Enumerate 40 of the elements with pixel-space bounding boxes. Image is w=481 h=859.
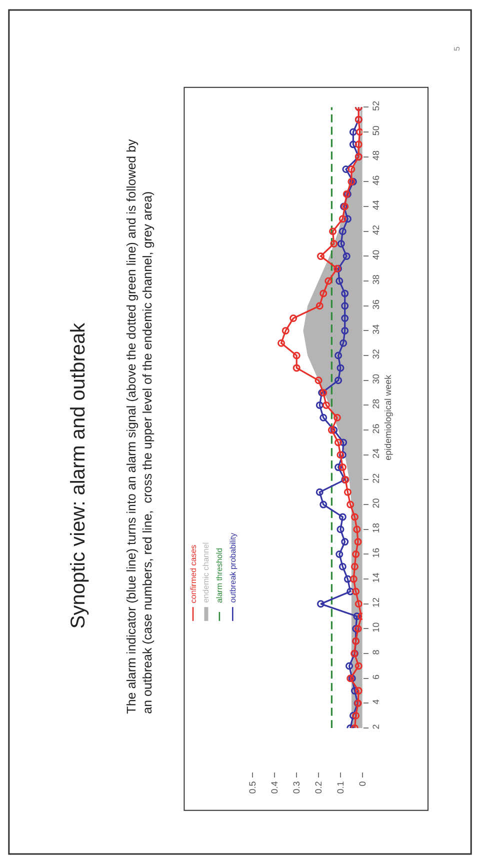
y-tick-label: 42	[371, 224, 382, 236]
y-tick-label: 52	[371, 100, 382, 111]
y-tick-label: 24	[371, 448, 382, 459]
y-tick-label: 38	[371, 274, 382, 285]
y-tick-label: 18	[371, 523, 382, 534]
y-tick-label: 40	[371, 250, 382, 260]
y-tick-label: 30	[371, 374, 382, 384]
y-tick-label: 2	[371, 724, 382, 730]
x-tick-label: 0	[357, 781, 368, 786]
x-tick-label: 0.5	[248, 781, 258, 794]
y-tick-label: 14	[371, 572, 382, 583]
y-tick-label: 10	[371, 622, 382, 632]
x-tick-label: 0.3	[292, 781, 302, 794]
text: 5	[452, 46, 462, 51]
y-tick-label: 50	[371, 126, 382, 136]
text: endemic channel	[202, 542, 211, 603]
y-tick-label: 4	[371, 699, 382, 704]
y-tick-label: 46	[371, 175, 382, 186]
y-tick-label: 12	[371, 598, 382, 608]
y-tick-label: 28	[371, 398, 382, 409]
y-tick-label: 36	[371, 300, 382, 310]
y-tick-label: 32	[371, 349, 382, 360]
text: Synoptic view: alarm and outbreak	[67, 322, 90, 629]
text: The alarm indicator (blue line) turns into an alarm signal (above the dotted green line) and is followed by an outbreak (case numbers, red line, cross the upper level of the endemic channel, grey area)	[124, 138, 155, 714]
text: outbreak probability	[228, 532, 238, 603]
x-tick-label: 0.2	[313, 781, 324, 794]
x-tick-label: 0.4	[270, 781, 280, 794]
y-tick-label: 8	[371, 650, 382, 655]
text: alarm threshold	[214, 548, 224, 604]
text: confirmed cases	[188, 544, 198, 604]
y-tick-label: 48	[371, 150, 382, 160]
x-tick-label: 0.1	[335, 781, 346, 794]
y-axis-title: epidemiological week	[383, 374, 394, 460]
y-tick-label: 22	[371, 473, 382, 484]
y-tick-label: 34	[371, 324, 382, 334]
y-tick-label: 6	[371, 674, 382, 680]
y-tick-label: 20	[371, 498, 382, 508]
y-tick-label: 44	[371, 200, 382, 210]
y-tick-label: 26	[371, 424, 382, 434]
y-tick-label: 16	[371, 548, 382, 558]
